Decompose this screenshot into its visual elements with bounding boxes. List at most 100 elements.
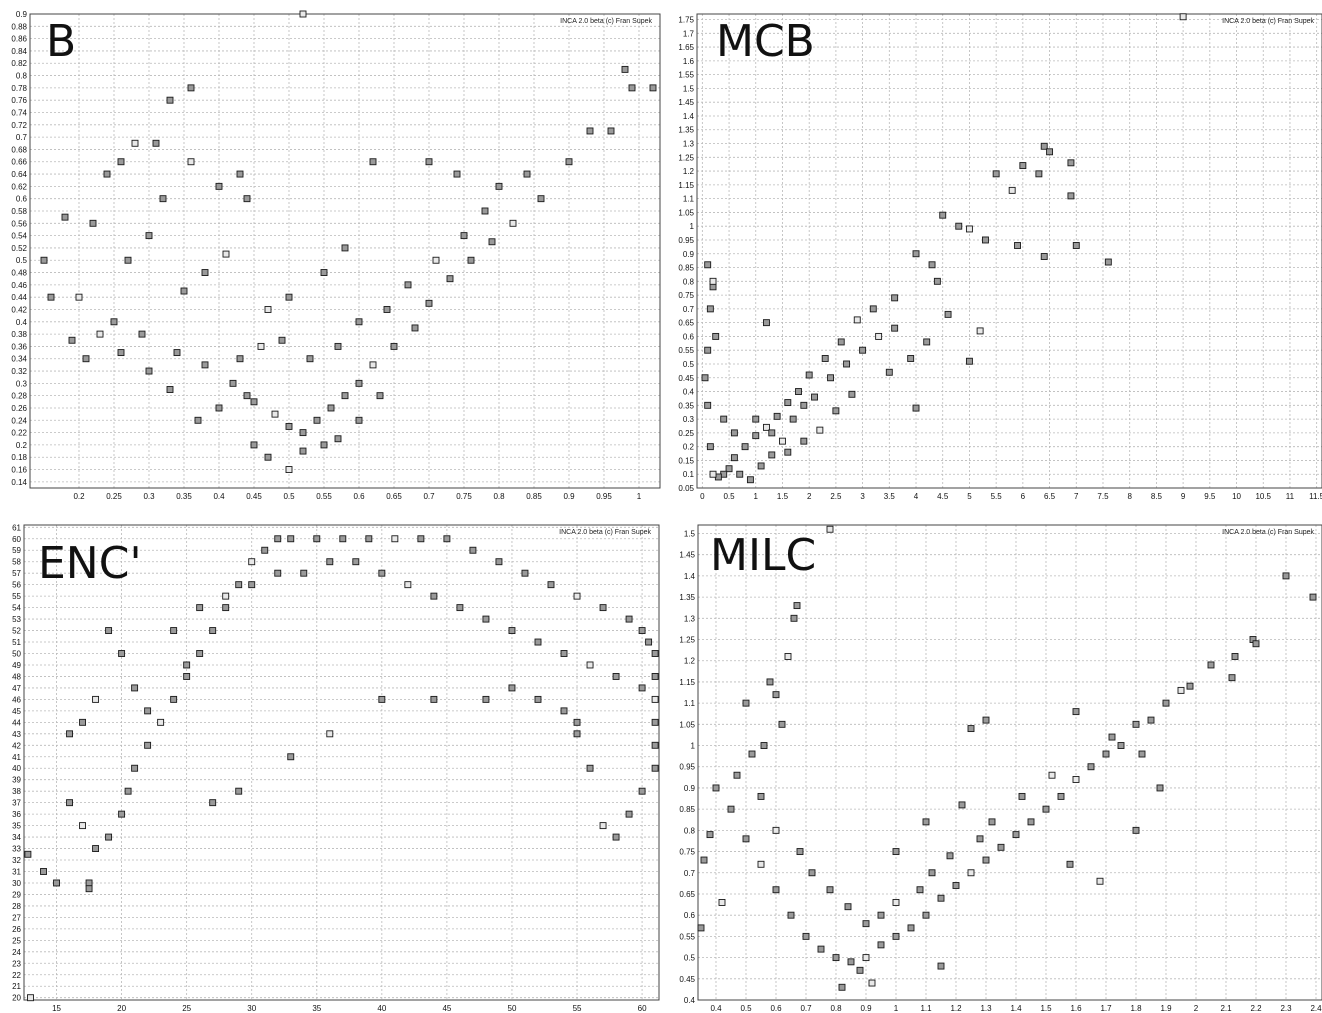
data-point [537,195,545,203]
data-point [170,695,178,703]
y-tick-label: 60 [12,535,21,544]
data-point [718,899,726,906]
y-tick-label: 32 [12,856,21,865]
data-point [651,764,659,772]
data-point [784,653,792,660]
x-tick-label: 2.1 [1220,1004,1232,1013]
y-tick-label: 22 [12,971,21,980]
data-point [1067,192,1075,200]
chart-b: 0.2 0.25 0.3 0.35 0.4 0.45 0.5 0.55 0.6 0.65 0.7 0.… [11,10,661,501]
y-tick-label: 0.32 [11,367,27,376]
data-point [638,627,646,635]
y-tick-label: 0.9 [683,250,695,259]
data-point [456,604,464,612]
x-tick-label: 0.65 [386,492,402,501]
data-point [339,535,347,543]
y-tick-label: 30 [12,879,21,888]
y-tick-label: 49 [12,661,21,670]
data-point [196,604,204,612]
y-tick-label: 0.16 [11,466,27,475]
data-point [306,355,314,363]
data-point [61,213,69,221]
data-point [173,349,181,357]
data-point [187,158,195,166]
data-point [811,393,818,401]
data-point [105,627,113,635]
x-tick-label: 3.5 [884,492,896,501]
x-tick-label: 0.3 [143,492,155,501]
data-point [201,269,209,276]
data-point [1072,708,1080,716]
data-point [638,787,646,795]
data-point [892,848,900,856]
x-tick-label: 1.5 [777,492,789,501]
data-point [117,349,125,357]
x-tick-label: 0.75 [456,492,472,501]
y-tick-label: 0.4 [16,318,28,327]
y-tick-label: 1.25 [679,636,695,645]
data-point [757,860,765,868]
data-point [383,306,391,313]
x-tick-label: 0.9 [563,492,575,501]
data-point [784,448,792,456]
data-point [66,799,73,807]
x-tick-label: 55 [573,1004,582,1013]
data-point [778,720,786,728]
data-point [159,195,167,203]
data-point [967,869,975,877]
chart-panel-enc: 15 20 25 30 35 40 45 50 55 60 61 60 59 58 57 56 55 54 53 52… [0,506,661,1013]
data-point [560,707,568,715]
data-point [299,429,307,437]
data-point [378,569,386,577]
x-tick-label: 1 [754,492,759,501]
y-tick-label: 0.4 [683,388,695,397]
y-tick-label: 45 [12,707,21,716]
y-tick-label: 0.6 [16,195,28,204]
y-tick-label: 52 [12,627,21,636]
data-point [482,695,490,703]
data-point [784,399,792,407]
y-tick-label: 34 [12,833,21,842]
data-point [1228,674,1236,682]
data-point [1132,826,1140,834]
data-point [300,569,308,577]
data-point [145,367,153,375]
y-tick-label: 0.48 [11,269,27,278]
data-point [365,535,373,543]
y-tick-label: 0.72 [11,121,27,130]
y-tick-label: 0.64 [11,170,27,179]
y-tick-label: 38 [12,787,21,796]
y-tick-label: 0.6 [683,332,695,341]
y-tick-label: 1.75 [678,16,694,25]
data-point [355,318,363,326]
data-point [933,277,941,285]
data-point [82,355,90,363]
data-point [390,342,398,350]
y-tick-label: 61 [12,523,21,532]
data-point [651,650,659,657]
y-tick-label: 55 [12,592,21,601]
data-point [534,695,542,703]
y-tick-label: 0.75 [678,291,694,300]
data-point [352,558,360,566]
data-point [481,207,489,215]
data-point [741,443,749,451]
data-point [586,661,594,669]
data-point [326,558,334,566]
y-tick-label: 1.4 [684,572,696,581]
x-tick-label: 6.5 [1044,492,1056,501]
data-points [40,10,657,473]
data-point [222,604,230,612]
y-tick-label: 0.1 [683,470,695,479]
x-tick-label: 2.4 [1310,1004,1322,1013]
plot-frame [696,13,1322,489]
y-tick-label: 37 [12,799,21,808]
x-tick-label: 1.3 [980,1004,992,1013]
y-tick-label: 1.3 [683,140,695,149]
data-point [638,684,646,692]
y-tick-label: 0.2 [683,443,695,452]
data-point [826,525,834,533]
data-point [651,695,659,703]
x-tick-label: 50 [508,1004,517,1013]
x-tick-label: 1 [637,492,642,501]
